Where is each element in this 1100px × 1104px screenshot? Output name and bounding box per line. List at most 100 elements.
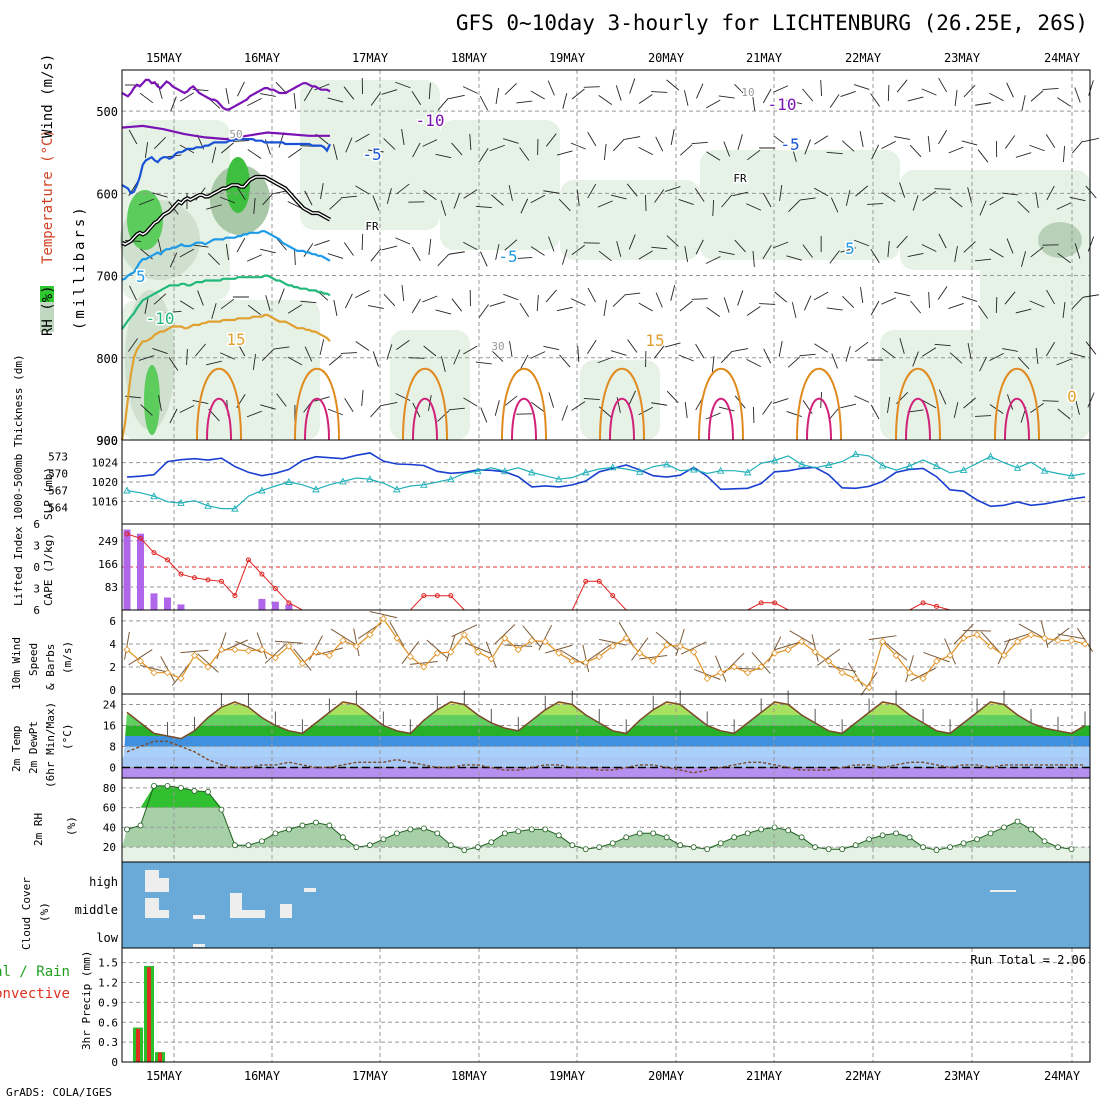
cloud-level-high: high bbox=[89, 875, 118, 889]
wind10-barb bbox=[539, 625, 552, 650]
contour-label: -5 bbox=[780, 135, 799, 154]
wind10-point bbox=[1042, 635, 1048, 641]
temp-tick-0: 0 bbox=[109, 762, 116, 775]
cloud-level-middle: middle bbox=[75, 903, 118, 917]
wind10-barb bbox=[676, 629, 684, 656]
rh-band-7 bbox=[390, 330, 470, 440]
cloud-label: Cloud Cover bbox=[20, 877, 33, 950]
wind10-barb bbox=[619, 622, 633, 646]
rh-point bbox=[718, 841, 723, 846]
wind10-labels: 10m Wind Speed & Barbs (m/s) bbox=[10, 637, 74, 690]
cloud-block bbox=[304, 888, 316, 892]
rh-point bbox=[502, 831, 507, 836]
contour-label: -10 bbox=[416, 111, 445, 130]
rh-point bbox=[367, 843, 372, 848]
temp-labels: 2m Temp 2m DewPt (6hr Min/Max) (°C) bbox=[10, 702, 74, 788]
rh-point bbox=[948, 845, 953, 850]
rh-point bbox=[516, 829, 521, 834]
rh-point bbox=[273, 831, 278, 836]
rh-floor bbox=[122, 847, 1090, 862]
wind10-barb bbox=[354, 628, 359, 655]
rh-point bbox=[799, 835, 804, 840]
wind-barb bbox=[996, 297, 997, 313]
wind10-barb bbox=[257, 633, 267, 659]
rh-point bbox=[529, 827, 534, 832]
rh-point bbox=[286, 827, 291, 832]
rh-point bbox=[759, 827, 764, 832]
rh-point bbox=[786, 828, 791, 833]
rh-point bbox=[489, 840, 494, 845]
date-bottom-18MAY: 18MAY bbox=[451, 1069, 488, 1083]
cape-bar bbox=[150, 593, 157, 610]
wind-barb bbox=[408, 358, 424, 359]
wind10-point bbox=[785, 647, 791, 653]
precip-label-conv: Convective bbox=[0, 986, 70, 1002]
contour-label: 15 bbox=[645, 331, 664, 350]
rh-band-10 bbox=[980, 250, 1090, 400]
rh-point bbox=[448, 843, 453, 848]
temp-tick-24: 24 bbox=[103, 699, 117, 712]
credit-label: GrADS: COLA/IGES bbox=[6, 1086, 112, 1099]
rh-point bbox=[597, 845, 602, 850]
wind-tick-6: 6 bbox=[109, 615, 116, 628]
temp-below-zero bbox=[122, 768, 1090, 779]
wind10-barb bbox=[294, 649, 312, 671]
rh-point bbox=[1056, 845, 1061, 850]
slp-label: SLP (mb) bbox=[42, 467, 55, 520]
rh-point bbox=[664, 835, 669, 840]
rh-point bbox=[1069, 847, 1074, 852]
wind10-label-1: 10m Wind bbox=[10, 637, 23, 690]
pressure-tick-900: 900 bbox=[96, 434, 118, 448]
rh-point bbox=[853, 843, 858, 848]
slp-labels: 1000-500mb Thickness (dm) SLP (mb) bbox=[12, 354, 55, 520]
cape-tick-249: 249 bbox=[98, 535, 118, 548]
pressure-tick-600: 600 bbox=[96, 187, 118, 201]
pressure-tick-800: 800 bbox=[96, 352, 118, 366]
rh-point bbox=[1029, 827, 1034, 832]
cloud-block bbox=[990, 890, 1016, 892]
rh-point bbox=[705, 847, 710, 852]
cloud-block bbox=[241, 910, 265, 918]
rh-point bbox=[678, 843, 683, 848]
li-tick-0: 0 bbox=[33, 561, 40, 574]
wind10-barb bbox=[812, 634, 818, 661]
wind-barb bbox=[692, 299, 708, 300]
rh2m-label: 2m RH bbox=[32, 813, 45, 846]
wind10-point bbox=[691, 649, 697, 655]
rh-point bbox=[637, 831, 642, 836]
rh-point bbox=[475, 845, 480, 850]
precip-labels: Total / Rain Convective 3hr Precip (mm) bbox=[0, 951, 93, 1050]
rh-point bbox=[340, 835, 345, 840]
precip-tick-0.9: 0.9 bbox=[98, 996, 118, 1009]
wind-barb bbox=[935, 189, 951, 190]
rh-point bbox=[543, 827, 548, 832]
rh-point bbox=[394, 831, 399, 836]
rh-point bbox=[178, 785, 183, 790]
rh-point bbox=[192, 788, 197, 793]
wind10-label-2: Speed bbox=[27, 643, 40, 676]
wind10-point bbox=[1028, 632, 1034, 638]
cloud-block bbox=[193, 944, 205, 947]
rh-tick-60: 60 bbox=[103, 802, 116, 815]
rh-point bbox=[205, 789, 210, 794]
rh-point bbox=[300, 823, 305, 828]
rh-point bbox=[840, 847, 845, 852]
temp-label-4: (°C) bbox=[61, 724, 74, 751]
wind-barb bbox=[1043, 401, 1059, 402]
rh-point bbox=[894, 831, 899, 836]
rh-point bbox=[1042, 839, 1047, 844]
wind-barb bbox=[645, 195, 646, 211]
wind10-point bbox=[569, 658, 575, 664]
wind10-barb bbox=[217, 632, 226, 658]
wind10-point bbox=[232, 647, 238, 653]
wind10-point bbox=[245, 648, 251, 654]
slp-tick-1020: 1020 bbox=[92, 476, 119, 489]
precip-tick-0.3: 0.3 bbox=[98, 1036, 118, 1049]
li-tick--3: 3 bbox=[33, 540, 40, 553]
temp-band-2 bbox=[122, 747, 1090, 758]
contour-label: -5 bbox=[498, 247, 517, 266]
rh-point bbox=[246, 843, 251, 848]
li-tick--6: 6 bbox=[33, 518, 40, 531]
rh-point bbox=[151, 783, 156, 788]
